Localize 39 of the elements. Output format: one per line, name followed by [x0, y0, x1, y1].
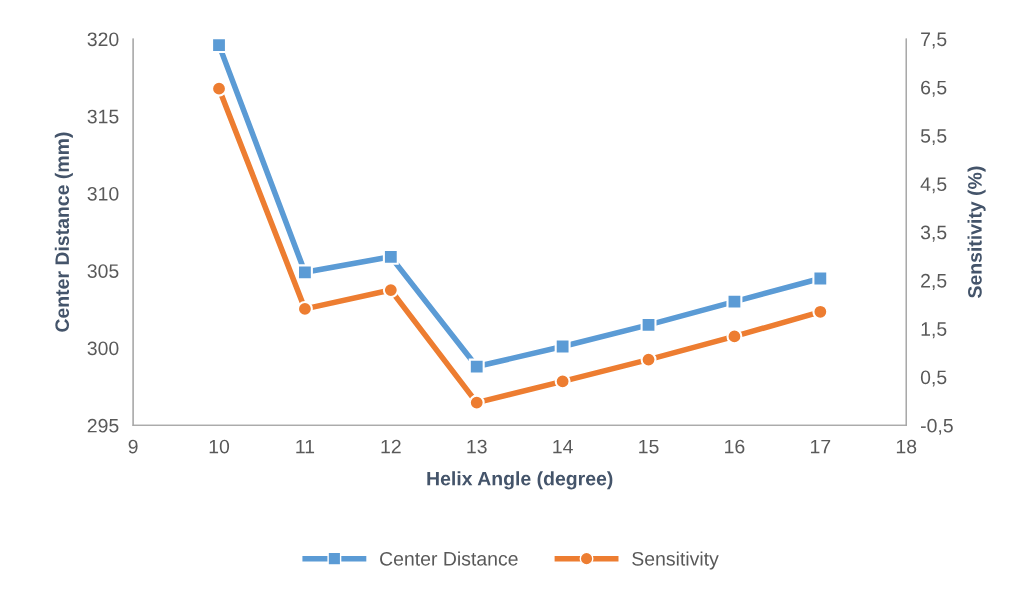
- point: [554, 338, 571, 355]
- y-tick-label: 300: [87, 341, 119, 356]
- x-tick-label: 18: [896, 439, 917, 454]
- point: [640, 351, 657, 368]
- x-tick-label: 11: [296, 439, 315, 454]
- point: [554, 373, 571, 390]
- y2-tick-label: 7,5: [921, 32, 947, 49]
- y2-tick-label: -0,5: [920, 418, 953, 435]
- point: [468, 394, 485, 411]
- y-tick-label: 315: [87, 109, 119, 124]
- y2-tick-label: 1,5: [921, 322, 947, 339]
- x-tick-label: 12: [381, 439, 401, 454]
- y2-axis-title: Sensitivity (%): [967, 166, 986, 298]
- y2-tick-label: 0,5: [920, 370, 947, 387]
- legend-label: Sensitivity: [632, 551, 719, 570]
- x-tick-label: 15: [639, 439, 659, 454]
- y2-tick-label: 3,5: [920, 225, 947, 242]
- point: [726, 293, 743, 310]
- point: [382, 282, 399, 299]
- x-tick-label: 17: [811, 439, 831, 454]
- x-tick-label: 16: [725, 439, 745, 454]
- point: [726, 328, 743, 345]
- y-tick-label: 320: [87, 32, 119, 47]
- y2-tick-label: 4,5: [920, 177, 947, 194]
- y2-tick-label: 6,5: [921, 80, 947, 97]
- x-tick-label: 9: [128, 439, 138, 454]
- x-tick-label: 10: [209, 439, 230, 454]
- legend-label: Center Distance: [380, 551, 518, 566]
- x-axis-title: Helix Angle (degree): [427, 471, 613, 490]
- y2-tick-label: 5,5: [920, 129, 947, 146]
- y-tick-label: 305: [87, 264, 119, 278]
- x-tick-label: 14: [553, 439, 573, 454]
- y-axis-title: Center Distance (mm): [54, 132, 73, 332]
- x-tick-label: 13: [467, 439, 487, 454]
- y-tick-label: 310: [87, 186, 119, 201]
- point: [468, 358, 485, 375]
- y-tick-label: 295: [87, 418, 119, 433]
- y2-tick-label: 2,5: [921, 273, 947, 290]
- point: [812, 270, 829, 287]
